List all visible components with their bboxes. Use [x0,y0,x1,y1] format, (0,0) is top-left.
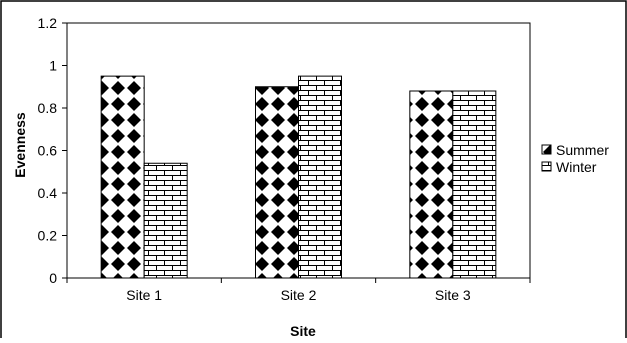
bar-summer-site-2 [255,86,299,279]
bar-winter-site-2 [298,75,342,279]
bar-winter-site-3 [452,90,497,279]
x-tick-label: Site 3 [435,287,471,303]
y-tick-label: 0.4 [38,185,58,201]
y-tick-label: 1 [49,58,57,74]
legend-swatch-summer [541,144,552,155]
y-axis-title: Evenness [12,112,28,178]
y-tick-label: 0.6 [38,143,58,159]
bar-winter-site-1 [143,162,188,279]
legend-label-winter: Winter [556,159,597,175]
y-axis-ticks: 0 0.2 0.4 0.6 0.8 1 1.2 [38,15,67,286]
legend-label-summer: Summer [556,142,609,158]
y-tick-label: 0 [49,270,57,286]
legend: Summer Winter [541,142,609,175]
bar-summer-site-1 [100,75,145,279]
x-tick-label: Site 2 [281,287,317,303]
y-tick-label: 0.8 [38,100,58,116]
bars [100,75,497,279]
legend-swatch-winter [541,161,552,172]
x-tick-label: Site 1 [126,287,162,303]
x-axis-title: Site [290,323,316,338]
x-axis-ticks: Site 1 Site 2 Site 3 [66,278,531,303]
y-tick-label: 1.2 [38,15,58,31]
y-tick-label: 0.2 [38,228,58,244]
bar-summer-site-3 [409,90,454,279]
